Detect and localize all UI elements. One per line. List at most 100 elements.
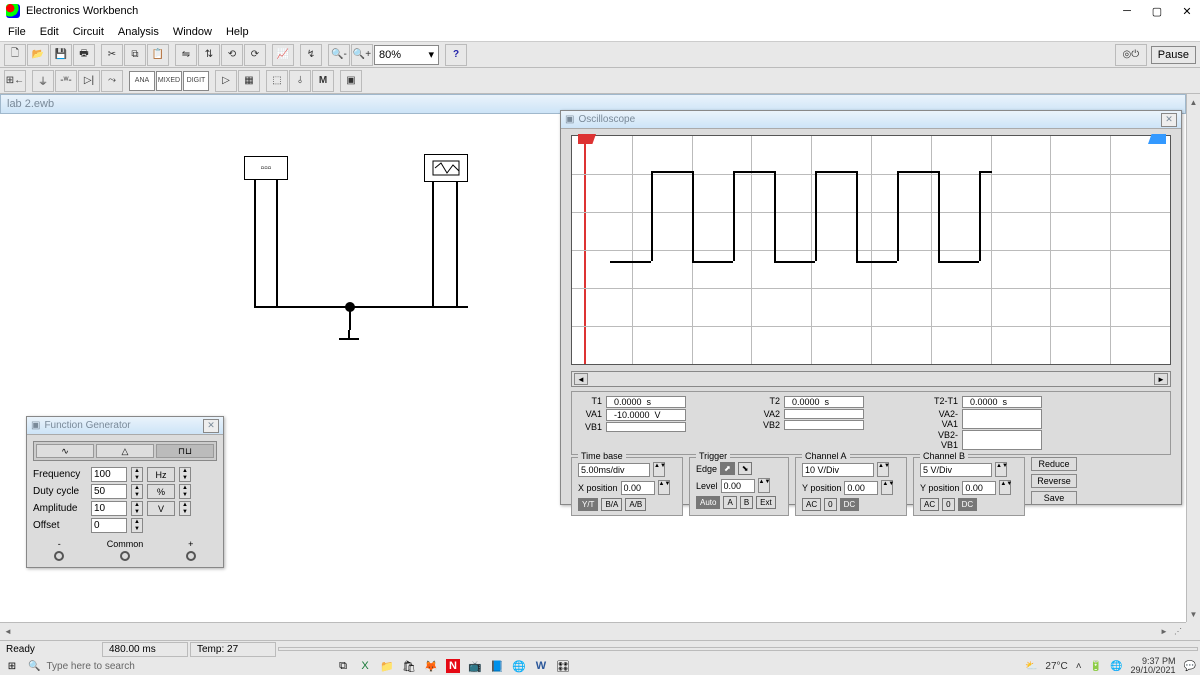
probe-button[interactable]: ↯ bbox=[300, 44, 322, 66]
save-osc-button[interactable]: Save bbox=[1031, 491, 1077, 505]
store-icon[interactable]: 🛍 bbox=[402, 659, 416, 673]
osc-screen[interactable] bbox=[571, 135, 1171, 365]
fg-duty cycle-unit[interactable] bbox=[147, 484, 175, 499]
ewb-task-icon[interactable]: 🎛 bbox=[556, 659, 570, 673]
misc-button[interactable]: ⫰ bbox=[289, 70, 311, 92]
vscroll-down[interactable]: ▼ bbox=[1188, 608, 1200, 620]
trig-ext-button[interactable]: Ext bbox=[756, 496, 776, 509]
cut-button[interactable]: ✂ bbox=[101, 44, 123, 66]
mode-mixed[interactable]: MIXED bbox=[156, 71, 182, 91]
menu-file[interactable]: File bbox=[8, 26, 26, 38]
close-icon[interactable]: ✕ bbox=[1180, 4, 1194, 18]
zoom-select[interactable]: 80%▾ bbox=[374, 45, 439, 65]
timebase-spinner[interactable]: ▲▼ bbox=[653, 462, 665, 477]
reduce-button[interactable]: Reduce bbox=[1031, 457, 1077, 471]
new-button[interactable]: 🗋 bbox=[4, 44, 26, 66]
term-common[interactable] bbox=[120, 551, 130, 561]
hscroll-left[interactable]: ◄ bbox=[2, 626, 14, 638]
menu-window[interactable]: Window bbox=[173, 26, 212, 38]
ground-symbol[interactable] bbox=[339, 330, 359, 348]
osc-close-button[interactable]: ✕ bbox=[1161, 113, 1177, 127]
battery-icon[interactable]: 🔋 bbox=[1090, 661, 1102, 672]
timebase-xpos[interactable] bbox=[621, 481, 655, 495]
excel-icon[interactable]: X bbox=[358, 659, 372, 673]
run-button[interactable]: ◎⏻ bbox=[1115, 44, 1147, 66]
vscroll-up[interactable]: ▲ bbox=[1188, 96, 1200, 108]
trig-auto-button[interactable]: Auto bbox=[696, 496, 720, 509]
fg-amplitude-spinner[interactable]: ▲▼ bbox=[131, 501, 143, 516]
main-vscroll[interactable]: ▲ ▼ bbox=[1186, 94, 1200, 622]
taskbar-search[interactable]: 🔍 Type here to search bbox=[28, 661, 328, 672]
chb-ypos-spinner[interactable]: ▲▼ bbox=[999, 480, 1011, 495]
cha-spinner[interactable]: ▲▼ bbox=[877, 462, 889, 477]
menu-edit[interactable]: Edit bbox=[40, 26, 59, 38]
chb-dc-button[interactable]: DC bbox=[958, 498, 978, 511]
save-button[interactable]: 💾 bbox=[50, 44, 72, 66]
osc-component[interactable] bbox=[424, 154, 468, 182]
fg-frequency-input[interactable] bbox=[91, 467, 127, 482]
trigger-level[interactable] bbox=[721, 479, 755, 493]
ic-button[interactable]: ▦ bbox=[238, 70, 260, 92]
menu-help[interactable]: Help bbox=[226, 26, 249, 38]
transistor-button[interactable]: ⤳ bbox=[101, 70, 123, 92]
firefox-icon[interactable]: 🦊 bbox=[424, 659, 438, 673]
cha-ypos-spinner[interactable]: ▲▼ bbox=[881, 480, 893, 495]
cha-ac-button[interactable]: AC bbox=[802, 498, 821, 511]
edge-rise-button[interactable]: ⬈ bbox=[720, 462, 735, 475]
reverse-button[interactable]: Reverse bbox=[1031, 474, 1077, 488]
menu-analysis[interactable]: Analysis bbox=[118, 26, 159, 38]
chb-0-button[interactable]: 0 bbox=[942, 498, 954, 511]
hscroll-right[interactable]: ► bbox=[1158, 626, 1170, 638]
start-button[interactable]: ⊞ bbox=[4, 659, 20, 673]
term-neg[interactable] bbox=[54, 551, 64, 561]
m-button[interactable]: M bbox=[312, 70, 334, 92]
fg-duty cycle-spinner[interactable]: ▲▼ bbox=[131, 484, 143, 499]
fg-offset-spinner[interactable]: ▲▼ bbox=[131, 518, 143, 533]
wave-tri-button[interactable]: △ bbox=[96, 444, 154, 458]
gate-button[interactable]: ▷ bbox=[215, 70, 237, 92]
cursor-t1-flag[interactable] bbox=[578, 134, 596, 144]
graph-button[interactable]: 📈 bbox=[272, 44, 294, 66]
mode-digit[interactable]: DIGIT bbox=[183, 71, 209, 91]
xpos-spinner[interactable]: ▲▼ bbox=[658, 480, 670, 495]
trig-a-button[interactable]: A bbox=[723, 496, 736, 509]
chb-ypos[interactable] bbox=[962, 481, 996, 495]
yt-button[interactable]: Y/T bbox=[578, 498, 598, 511]
chb-scale[interactable] bbox=[920, 463, 992, 477]
trig-b-button[interactable]: B bbox=[740, 496, 753, 509]
zoom-in-button[interactable]: 🔍+ bbox=[351, 44, 373, 66]
schematic-canvas[interactable]: ▫▫▫ ▣Function Generator ✕ ∿ bbox=[4, 116, 1182, 636]
fg-frequency-spinner[interactable]: ▲▼ bbox=[131, 467, 143, 482]
open-button[interactable]: 📂 bbox=[27, 44, 49, 66]
instrument-button[interactable]: ▣ bbox=[340, 70, 362, 92]
cha-dc-button[interactable]: DC bbox=[840, 498, 860, 511]
print-button[interactable]: 🖶 bbox=[73, 44, 95, 66]
indicator-button[interactable]: ⬚ bbox=[266, 70, 288, 92]
netflix-icon[interactable]: N bbox=[446, 659, 460, 673]
fg-amplitude-input[interactable] bbox=[91, 501, 127, 516]
mode-ana[interactable]: ANA bbox=[129, 71, 155, 91]
rotate-r-button[interactable]: ⟳ bbox=[244, 44, 266, 66]
task-view-icon[interactable]: ⧉ bbox=[336, 659, 350, 673]
pause-button[interactable]: Pause bbox=[1151, 46, 1196, 64]
help-button[interactable]: ? bbox=[445, 44, 467, 66]
osc-hscroll[interactable]: ◄ ► bbox=[571, 371, 1171, 387]
resize-grip[interactable]: ⋰ bbox=[1172, 626, 1184, 638]
notifications-icon[interactable]: 💬 bbox=[1184, 661, 1196, 672]
ba-button[interactable]: B/A bbox=[601, 498, 622, 511]
menu-circuit[interactable]: Circuit bbox=[73, 26, 104, 38]
edge-fall-button[interactable]: ⬊ bbox=[738, 462, 753, 475]
cha-ypos[interactable] bbox=[844, 481, 878, 495]
cha-scale[interactable] bbox=[802, 463, 874, 477]
tray-chevron-icon[interactable]: ˄ bbox=[1076, 661, 1082, 672]
fg-amplitude-unit[interactable] bbox=[147, 501, 175, 516]
edge-icon[interactable]: 🌐 bbox=[512, 659, 526, 673]
cursor-t2-flag[interactable] bbox=[1148, 134, 1166, 144]
level-spinner[interactable]: ▲▼ bbox=[758, 478, 770, 493]
fg-component[interactable]: ▫▫▫ bbox=[244, 156, 288, 180]
fg-duty cycle-input[interactable] bbox=[91, 484, 127, 499]
reader-icon[interactable]: 📘 bbox=[490, 659, 504, 673]
main-hscroll[interactable]: ◄ ► ⋰ bbox=[0, 622, 1186, 640]
chb-spinner[interactable]: ▲▼ bbox=[995, 462, 1007, 477]
weather-icon[interactable]: ⛅ bbox=[1025, 661, 1037, 672]
